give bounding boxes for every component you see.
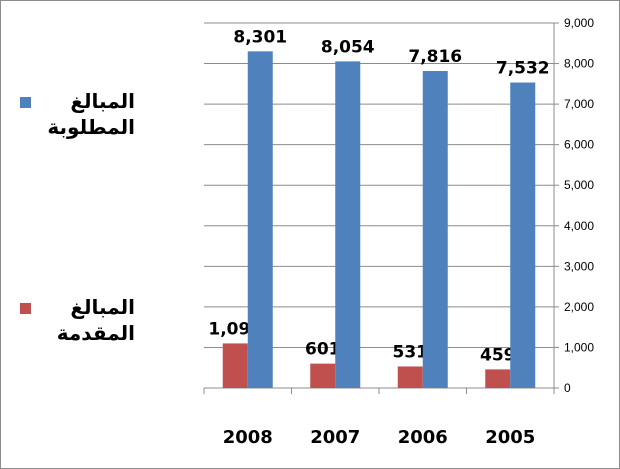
data-label-submitted: 531	[393, 342, 429, 362]
bar-submitted	[397, 366, 423, 388]
x-tick-label: 2008	[223, 427, 273, 448]
x-tick-label: 2005	[485, 427, 535, 448]
legend-label-requested: المبالغ المطلوبة	[47, 89, 135, 139]
data-label-submitted: 601	[305, 340, 341, 360]
legend-item-submitted: المبالغ المقدمة	[20, 294, 135, 346]
data-label-requested: 8,054	[321, 37, 375, 57]
y-tick-label: 8,000	[564, 57, 594, 71]
y-tick-label: 4,000	[564, 219, 594, 233]
y-tick-label: 2,000	[564, 300, 594, 314]
x-tick-label: 2007	[310, 427, 360, 448]
bar-submitted	[485, 369, 511, 388]
data-label-submitted: 459	[480, 345, 516, 365]
data-label-requested: 7,816	[408, 47, 462, 67]
x-tick-label: 2006	[398, 427, 448, 448]
legend-label-submitted: المبالغ المقدمة	[56, 295, 135, 345]
data-label-requested: 8,301	[233, 27, 287, 47]
bar-requested	[510, 82, 536, 388]
y-tick-label: 3,000	[564, 259, 594, 273]
legend-swatch-requested	[20, 97, 31, 108]
bar-submitted	[222, 343, 248, 388]
legend-swatch-submitted	[20, 303, 31, 314]
y-tick-label: 7,000	[564, 97, 594, 111]
bar-submitted	[310, 363, 336, 388]
y-tick-label: 1,000	[564, 340, 594, 354]
bar-requested	[335, 61, 361, 389]
legend-item-requested: المبالغ المطلوبة	[20, 88, 135, 140]
y-tick-label: 9,000	[564, 16, 594, 30]
bar-requested	[422, 71, 448, 389]
y-tick-label: 5,000	[564, 178, 594, 192]
bar-requested	[247, 51, 273, 389]
y-tick-label: 0	[564, 381, 571, 395]
data-label-requested: 7,532	[496, 59, 550, 79]
y-tick-label: 6,000	[564, 138, 594, 152]
